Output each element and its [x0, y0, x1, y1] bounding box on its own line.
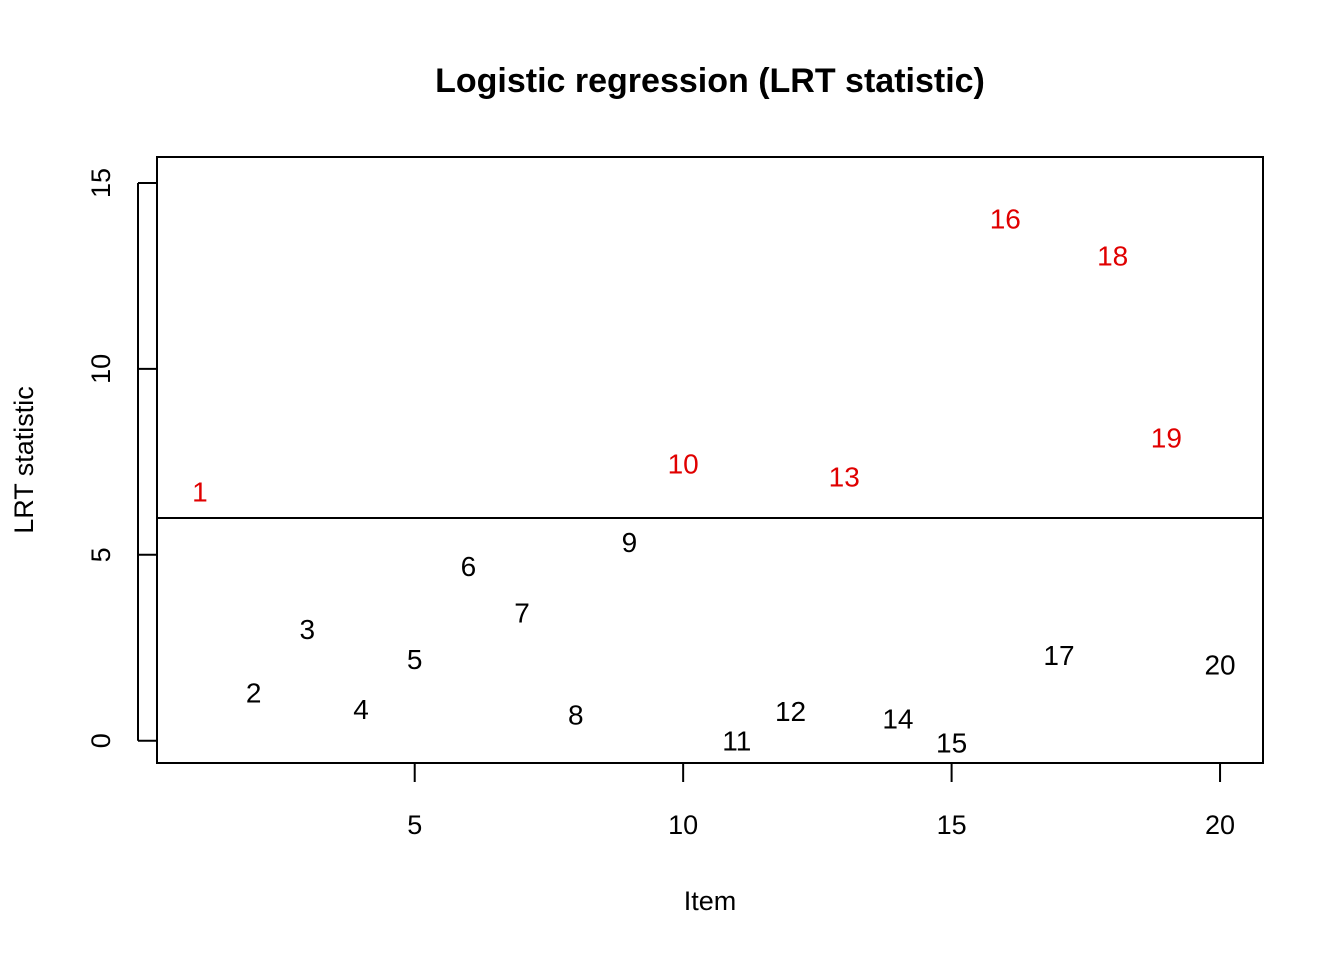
item-label: 15	[936, 728, 967, 759]
item-label: 2	[246, 677, 262, 708]
item-label: 7	[514, 597, 530, 628]
item-label: 6	[461, 551, 477, 582]
flagged-item-label: 10	[668, 449, 699, 480]
y-tick-label: 10	[86, 354, 116, 384]
item-label: 20	[1204, 649, 1235, 680]
item-label: 8	[568, 700, 584, 731]
x-tick-label: 20	[1205, 810, 1235, 840]
item-label: 3	[300, 614, 316, 645]
x-tick-label: 15	[937, 810, 967, 840]
flagged-item-label: 13	[829, 462, 860, 493]
item-label: 4	[353, 694, 369, 725]
flagged-item-label: 19	[1151, 423, 1182, 454]
item-label: 12	[775, 696, 806, 727]
item-label: 14	[882, 703, 913, 734]
chart-title: Logistic regression (LRT statistic)	[435, 62, 985, 100]
item-label: 5	[407, 644, 423, 675]
flagged-item-label: 16	[990, 203, 1021, 234]
flagged-item-label: 1	[192, 477, 208, 508]
y-tick-label: 15	[86, 168, 116, 198]
y-axis-label: LRT statistic	[9, 386, 39, 534]
item-label: 9	[622, 527, 638, 558]
y-axis: 0 5 10 15	[86, 168, 157, 748]
x-tick-label: 10	[668, 810, 698, 840]
y-tick-label: 0	[86, 733, 116, 748]
x-axis: 5 10 15 20	[407, 762, 1235, 840]
x-tick-label: 5	[407, 810, 422, 840]
flagged-item-label: 18	[1097, 241, 1128, 272]
x-axis-label: Item	[684, 886, 737, 916]
y-tick-label: 5	[86, 547, 116, 562]
item-label: 11	[722, 726, 751, 757]
item-label: 17	[1043, 640, 1074, 671]
